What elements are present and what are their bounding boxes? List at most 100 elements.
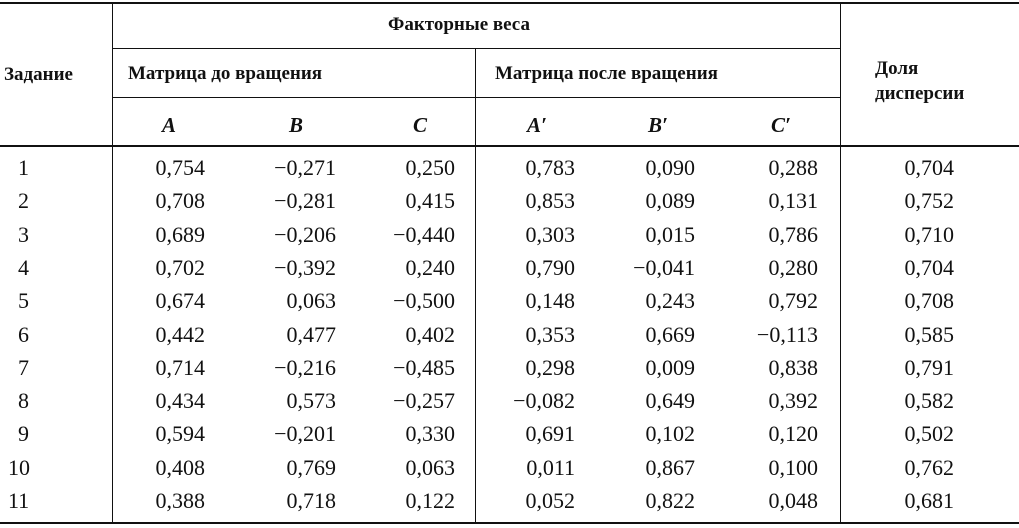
task-number: 8: [18, 388, 29, 413]
task-number: 11: [8, 488, 30, 513]
loading-cell: −0,440: [393, 222, 455, 247]
factor-c-prime-header: C′: [771, 113, 791, 137]
loading-cell: −0,201: [274, 421, 336, 446]
loading-cell: 0,402: [405, 322, 456, 347]
loading-cell: −0,281: [274, 188, 336, 213]
variance-cell: 0,752: [904, 188, 955, 213]
loading-cell: 0,786: [768, 222, 819, 247]
loading-cell: 0,689: [155, 222, 206, 247]
factor-a-header: A: [162, 113, 177, 137]
loading-cell: −0,485: [393, 355, 455, 380]
variance-header-line1: Доля: [875, 58, 919, 79]
loading-cell: 0,388: [155, 488, 206, 513]
factor-a-prime-header: A′: [527, 113, 547, 137]
task-header: Задание: [4, 64, 73, 85]
loading-cell: 0,594: [155, 421, 206, 446]
variance-cell: 0,704: [904, 255, 955, 280]
loading-cell: 0,063: [286, 288, 337, 313]
loading-cell: 0,853: [525, 188, 576, 213]
loading-cell: 0,867: [645, 455, 696, 480]
loading-cell: 0,669: [645, 322, 696, 347]
loading-cell: 0,353: [525, 322, 576, 347]
loading-cell: 0,250: [405, 155, 456, 180]
loading-cell: 0,052: [525, 488, 576, 513]
loading-cell: 0,240: [405, 255, 456, 280]
loading-cell: 0,769: [286, 455, 337, 480]
factor-b-header: B: [289, 113, 304, 137]
variance-cell: 0,585: [904, 322, 955, 347]
variance-cell: 0,708: [904, 288, 955, 313]
loading-cell: 0,714: [155, 355, 206, 380]
loading-cell: 0,011: [526, 455, 575, 480]
task-number: 1: [18, 155, 29, 180]
matrix-name-rule: [113, 97, 840, 98]
loading-cell: 0,243: [645, 288, 696, 313]
loading-cell: −0,271: [274, 155, 336, 180]
header-bottom-rule: [0, 145, 1019, 147]
matrix-divider-rule: [475, 49, 476, 523]
task-number: 5: [18, 288, 29, 313]
loading-cell: −0,082: [513, 388, 575, 413]
task-number: 2: [18, 188, 29, 213]
loading-cell: 0,298: [525, 355, 576, 380]
loading-cell: 0,792: [768, 288, 819, 313]
loading-cell: 0,702: [155, 255, 206, 280]
loading-cell: 0,822: [645, 488, 696, 513]
loading-cell: 0,148: [525, 288, 576, 313]
variance-cell: 0,762: [904, 455, 955, 480]
loading-cell: 0,718: [286, 488, 337, 513]
factor-c-header: C: [413, 113, 428, 137]
variance-cell: 0,704: [904, 155, 955, 180]
before-rotation-header: Матрица до вращения: [128, 63, 323, 84]
loading-cell: −0,041: [633, 255, 695, 280]
loading-cell: −0,216: [274, 355, 336, 380]
loading-cell: 0,708: [155, 188, 206, 213]
loading-cell: −0,113: [756, 322, 818, 347]
top-rule: [0, 2, 1019, 4]
loading-cell: 0,783: [525, 155, 576, 180]
loading-cell: 0,573: [286, 388, 337, 413]
task-number: 3: [18, 222, 29, 247]
task-number: 9: [18, 421, 29, 446]
loading-cell: 0,015: [645, 222, 696, 247]
factor-loadings-header: Факторные веса: [388, 14, 530, 35]
after-rotation-header: Матрица после вращения: [495, 63, 718, 84]
variance-cell: 0,710: [904, 222, 955, 247]
loading-cell: −0,257: [393, 388, 455, 413]
variance-header-line2: дисперсии: [875, 83, 965, 104]
loading-cell: 0,330: [405, 421, 456, 446]
loading-cell: 0,288: [768, 155, 819, 180]
loading-cell: 0,415: [405, 188, 456, 213]
loading-cell: 0,790: [525, 255, 576, 280]
loading-cell: 0,120: [768, 421, 819, 446]
variance-column-rule: [840, 2, 841, 523]
loading-cell: 0,048: [768, 488, 819, 513]
loading-cell: 0,303: [525, 222, 576, 247]
loading-cell: 0,691: [525, 421, 576, 446]
loading-cell: 0,434: [155, 388, 206, 413]
factor-b-prime-header: B′: [648, 113, 668, 137]
loading-cell: 0,102: [645, 421, 696, 446]
loading-cell: 0,090: [645, 155, 696, 180]
loading-cell: 0,442: [155, 322, 206, 347]
task-number: 7: [18, 355, 29, 380]
loading-cell: 0,477: [286, 322, 337, 347]
variance-cell: 0,582: [904, 388, 955, 413]
variance-cell: 0,681: [904, 488, 955, 513]
loading-cell: 0,063: [405, 455, 456, 480]
loading-cell: 0,649: [645, 388, 696, 413]
loading-cell: 0,280: [768, 255, 819, 280]
loading-cell: 0,838: [768, 355, 819, 380]
variance-cell: 0,791: [904, 355, 955, 380]
loading-cell: −0,392: [274, 255, 336, 280]
loading-cell: −0,206: [274, 222, 336, 247]
loading-cell: 0,674: [155, 288, 206, 313]
task-column-rule: [112, 2, 113, 523]
loading-cell: 0,009: [645, 355, 696, 380]
bottom-rule: [0, 522, 1019, 524]
factor-loadings-rule: [113, 48, 840, 49]
loading-cell: 0,089: [645, 188, 696, 213]
loading-cell: 0,754: [155, 155, 206, 180]
loading-cell: 0,408: [155, 455, 206, 480]
